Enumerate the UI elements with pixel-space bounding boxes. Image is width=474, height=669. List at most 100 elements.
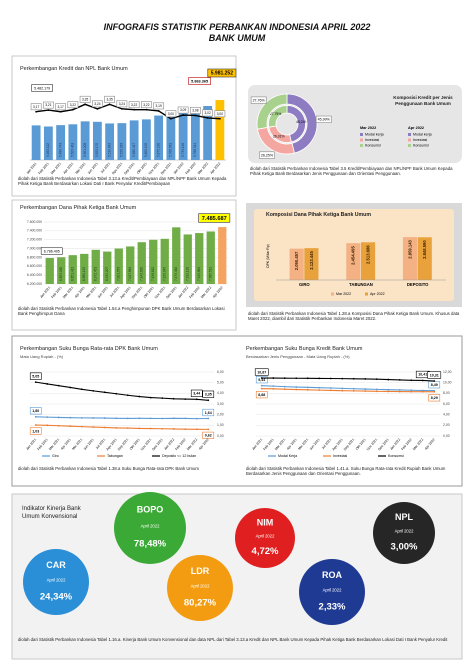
bar (137, 242, 146, 284)
line-marker (80, 388, 83, 391)
line (35, 424, 209, 430)
value-label: 3,44 (193, 392, 200, 396)
value-label-box (428, 394, 441, 402)
value-label: 5.863.365 (191, 79, 208, 83)
value-label: 7.319.120 (186, 267, 190, 281)
x-tick-label: Apr 2022 (424, 438, 436, 451)
axis-title: DPK (Miliar Rp) (266, 244, 270, 268)
value-label: 46,24% (296, 120, 308, 124)
y-tick-label: 12,00 (443, 370, 452, 374)
line-marker (195, 428, 198, 431)
value-label: 2.859.143 (407, 239, 412, 258)
value-label: 8,88 (258, 393, 265, 397)
kpi-period: April 2022 (141, 523, 161, 528)
bar (31, 125, 41, 160)
line-marker (207, 428, 210, 431)
kpi-value: 24,34% (40, 591, 73, 602)
value-label-box (202, 390, 215, 398)
value-label: 45,99% (318, 118, 331, 122)
value-label: 3,00 (168, 112, 174, 116)
line-marker (272, 385, 275, 388)
bar (45, 258, 54, 284)
line-marker (126, 394, 129, 397)
value-label-box (202, 109, 214, 117)
value-label-box (190, 389, 203, 397)
bar (141, 119, 151, 160)
line-marker (318, 377, 321, 380)
line-marker (260, 384, 263, 387)
line-marker (92, 389, 95, 392)
legend-swatch (408, 133, 411, 136)
value-label: 2.123.445 (309, 250, 314, 269)
y-tick-label: 1,00 (217, 423, 224, 427)
value-label-box (259, 151, 275, 159)
line-marker (272, 377, 275, 379)
line (35, 416, 209, 420)
line-marker (283, 385, 286, 388)
panel (11, 335, 463, 487)
y-tick-label: 2,00 (443, 423, 450, 427)
line-marker (398, 389, 401, 391)
kpi-title: Indikator Kinerja Bank Umum Konvensional (22, 506, 81, 520)
line-marker (398, 378, 401, 381)
line-marker (184, 428, 187, 431)
line-marker (57, 424, 60, 427)
line-marker (57, 416, 60, 419)
value-label-box (116, 100, 128, 108)
line-marker (341, 377, 344, 380)
line-marker (195, 398, 198, 401)
bar (105, 123, 115, 160)
kpi-period: April 2022 (191, 583, 211, 588)
value-label: 5.733.146 (181, 143, 185, 157)
chart-title: Perkembangan Kredit dan NPL Bank Umum (20, 66, 128, 72)
value-label: 3,02 (205, 111, 211, 115)
chart-title: Perkembangan Suku Bunga Rata-rata DPK Ba… (20, 346, 158, 352)
y-tick-label: 6.800.000 (27, 255, 42, 259)
bar (103, 251, 112, 284)
value-label: 7.485.687 (202, 216, 227, 222)
legend-swatch (331, 292, 334, 296)
kpi-circle (299, 559, 365, 625)
chart-title: Perkembangan Suku Bunga Kredit Bank Umum (246, 346, 363, 352)
line-marker (96, 107, 99, 110)
x-tick-label: Apr 2021 (62, 162, 74, 175)
value-label: 10,41 (418, 373, 427, 377)
bar (361, 242, 376, 280)
line-marker (352, 377, 355, 380)
line-marker (387, 378, 390, 381)
value-label: 6.803.260 (59, 267, 63, 281)
value-label-box (250, 96, 267, 104)
x-tick-label: Apr 2021 (74, 286, 86, 299)
line-marker (260, 387, 263, 390)
y-tick-label: 7.400.000 (27, 229, 42, 233)
kpi-value: 80,27% (184, 597, 217, 608)
kpi-name: ROA (322, 570, 343, 580)
kpi-name: CAR (46, 560, 66, 570)
value-label: 5.526.033 (120, 143, 124, 157)
value-label: 7.479.462 (174, 267, 178, 281)
y-tick-label: 0,00 (217, 434, 224, 438)
line-marker (375, 388, 378, 391)
value-label: 2.513.686 (365, 245, 370, 264)
value-label-box (207, 68, 237, 78)
bar (126, 246, 135, 284)
line-marker (318, 386, 321, 389)
x-tick-label: Apr 2021 (60, 438, 72, 451)
line-marker (421, 390, 424, 393)
kpi-circle (373, 502, 435, 564)
legend-label: Investasi (333, 454, 347, 458)
line-marker (398, 390, 401, 393)
line-marker (218, 117, 221, 120)
value-label: 5.600.125 (144, 143, 148, 157)
legend-swatch (408, 144, 411, 147)
line (261, 385, 435, 392)
value-label-box (202, 431, 215, 439)
line-marker (329, 377, 332, 380)
line-marker (169, 117, 172, 120)
line-marker (149, 417, 152, 420)
value-label-box (30, 103, 42, 111)
value-label: 7.047.864 (128, 267, 132, 281)
value-label: 6.972.451 (94, 267, 98, 281)
kpi-name: LDR (191, 566, 210, 576)
value-label: 5.460.112 (46, 143, 50, 157)
